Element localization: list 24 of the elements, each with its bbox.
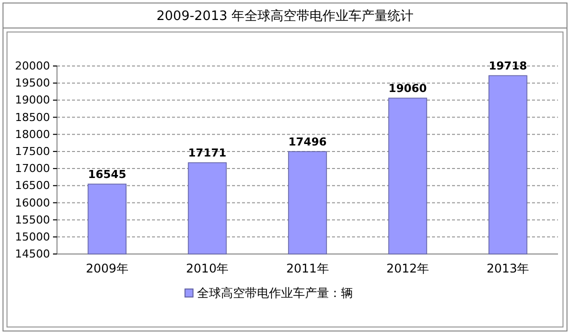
- x-tick-label: 2010年: [186, 262, 229, 276]
- y-tick-label: 15000: [15, 230, 50, 244]
- x-tick-label: 2011年: [286, 262, 329, 276]
- chart-title: 2009-2013 年全球高空带电作业车产量统计: [156, 8, 414, 24]
- y-tick-label: 19500: [15, 76, 50, 90]
- y-tick-label: 17500: [15, 144, 50, 158]
- y-tick-label: 17000: [15, 162, 50, 176]
- data-label: 17496: [288, 136, 327, 149]
- y-tick-label: 16000: [15, 196, 50, 210]
- y-tick-label: 16500: [15, 179, 50, 192]
- data-label: 19060: [388, 82, 428, 96]
- data-label: 17171: [188, 146, 226, 160]
- y-tick-label: 18000: [15, 128, 50, 141]
- y-tick-label: 15500: [15, 213, 50, 226]
- x-tick-label: 2009年: [86, 262, 128, 276]
- x-tick-label: 2013年: [486, 262, 530, 276]
- data-label: 16545: [88, 168, 126, 182]
- x-tick-label: 2012年: [386, 262, 429, 276]
- y-tick-label: 19000: [15, 94, 50, 107]
- legend-label: 全球高空带电作业车产量：辆: [197, 286, 353, 300]
- data-label: 19718: [488, 60, 528, 73]
- y-tick-label: 20000: [15, 60, 50, 73]
- y-tick-label: 18500: [15, 110, 50, 124]
- y-tick-label: 14500: [15, 248, 50, 261]
